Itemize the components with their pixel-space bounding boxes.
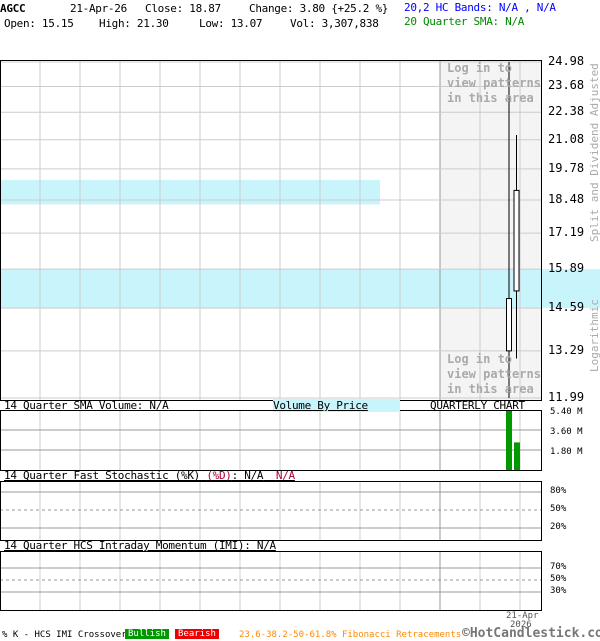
symbol: AGCC bbox=[0, 2, 26, 15]
stochastic-title: 14 Quarter Fast Stochastic (%K) (%D): N/… bbox=[4, 469, 295, 482]
volume-by-price-band bbox=[0, 269, 600, 309]
price-tick: 24.98 bbox=[548, 54, 585, 68]
candle-body bbox=[506, 298, 512, 352]
imi-tick: 30% bbox=[550, 586, 567, 596]
imi-title: 14 Quarter HCS Intraday Momentum (IMI): … bbox=[4, 539, 276, 552]
price-tick: 22.38 bbox=[548, 104, 585, 119]
vol-tick: 1.80 M bbox=[550, 447, 583, 457]
candle-body bbox=[513, 189, 520, 292]
pattern-area bbox=[440, 60, 541, 400]
stoch-d-label: (%D) bbox=[206, 469, 232, 482]
split-adjusted-label: Split and Dividend Adjusted bbox=[588, 63, 600, 242]
volume-bar bbox=[506, 410, 512, 470]
vol-tick: 5.40 M bbox=[550, 407, 583, 417]
panel-border bbox=[0, 60, 542, 401]
price-tick: 17.19 bbox=[548, 225, 585, 240]
bullish-badge: Bullish bbox=[125, 629, 169, 639]
price-tick: 13.29 bbox=[548, 342, 585, 357]
volume: Vol: 3,307,838 bbox=[290, 17, 379, 30]
panel-border bbox=[0, 551, 542, 611]
stoch-k-value: : N/A bbox=[231, 469, 264, 482]
price-tick: 11.99 bbox=[548, 390, 585, 404]
x-tick-year: 2026 bbox=[510, 620, 532, 630]
volume-by-price-band bbox=[0, 180, 380, 205]
price-tick: 18.48 bbox=[548, 191, 585, 206]
volume-bar bbox=[514, 442, 520, 470]
volume-by-price-legend: Volume By Price bbox=[273, 399, 400, 412]
panel-border bbox=[0, 481, 542, 541]
imi-tick: 70% bbox=[550, 562, 567, 572]
stoch-k-label: 14 Quarter Fast Stochastic (%K) bbox=[4, 469, 200, 482]
vol-tick: 3.60 M bbox=[550, 427, 583, 437]
panel-border bbox=[0, 410, 542, 471]
open: Open: 15.15 bbox=[4, 17, 74, 30]
stoch-d-value: N/A bbox=[275, 469, 295, 482]
price-tick: 23.68 bbox=[548, 78, 585, 93]
stoch-tick: 80% bbox=[550, 486, 567, 496]
close: Close: 18.87 bbox=[145, 2, 221, 15]
price-tick: 14.59 bbox=[548, 300, 585, 315]
login-notice-bottom[interactable]: Log in to view patterns in this area bbox=[447, 352, 541, 396]
low: Low: 13.07 bbox=[199, 17, 263, 30]
imi-tick: 50% bbox=[550, 574, 567, 584]
period-label: QUARTERLY CHART bbox=[430, 399, 525, 412]
stoch-tick: 20% bbox=[550, 522, 567, 532]
date: 21-Apr-26 bbox=[70, 2, 127, 15]
logarithmic-label: Logarithmic bbox=[588, 299, 600, 372]
price-tick: 21.08 bbox=[548, 131, 585, 146]
sma-label: 20 Quarter SMA: N/A bbox=[404, 15, 525, 28]
bearish-badge: Bearish bbox=[175, 629, 219, 639]
change: Change: 3.80 {+25.2 %} bbox=[249, 2, 389, 15]
high: High: 21.30 bbox=[99, 17, 169, 30]
volume-sma-title: 14 Quarter SMA Volume: N/A bbox=[4, 399, 169, 412]
stoch-tick: 50% bbox=[550, 504, 567, 514]
price-tick: 15.89 bbox=[548, 261, 585, 276]
price-tick: 19.78 bbox=[548, 160, 585, 175]
x-tick-date: 21-Apr bbox=[506, 611, 539, 621]
crossover-label: % K - HCS IMI Crossover, bbox=[2, 630, 133, 640]
brand-logo[interactable]: ©HotCandlestick.com bbox=[462, 626, 600, 641]
login-notice-top[interactable]: Log in to view patterns in this area bbox=[447, 61, 541, 105]
fibonacci-label: 23.6-38.2-50-61.8% Fibonacci Retracement… bbox=[239, 630, 462, 640]
hc-bands: 20,2 HC Bands: N/A , N/A bbox=[404, 1, 556, 14]
